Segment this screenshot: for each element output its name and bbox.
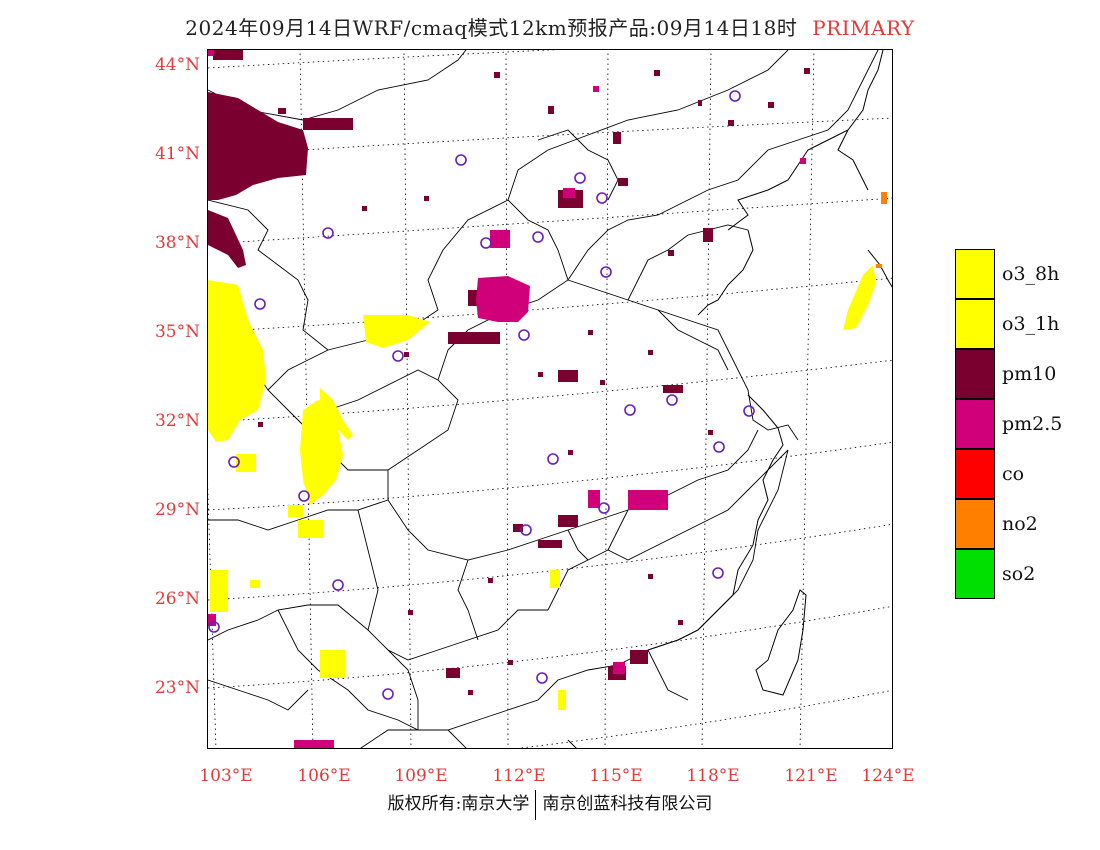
lon-label-103: 103°E — [199, 766, 253, 786]
latitude-gridlines — [208, 50, 892, 748]
o3-regions — [208, 265, 876, 710]
lat-label-26: 26°N — [154, 589, 200, 609]
legend-swatch — [955, 399, 995, 449]
coastline — [567, 50, 892, 748]
legend-swatch — [955, 299, 995, 349]
no2-regions — [876, 192, 887, 268]
map-canvas — [208, 50, 892, 748]
lon-label-109: 109°E — [394, 766, 448, 786]
lat-label-35: 35°N — [154, 322, 200, 342]
lat-label-32: 32°N — [154, 411, 200, 431]
title-text: 2024年09月14日WRF/cmaq模式12km预报产品:09月14日18时 — [185, 16, 798, 40]
lat-label-23: 23°N — [154, 678, 200, 698]
forecast-map — [207, 49, 893, 749]
legend-swatch — [955, 499, 995, 549]
lon-label-124: 124°E — [861, 766, 915, 786]
legend-label: co — [1002, 463, 1025, 485]
map-title: 2024年09月14日WRF/cmaq模式12km预报产品:09月14日18时 … — [0, 12, 1100, 41]
legend-label: pm10 — [1002, 363, 1057, 385]
lat-label-41: 41°N — [154, 144, 200, 164]
legend-label: o3_1h — [1002, 313, 1060, 335]
primary-mode-label: PRIMARY — [812, 16, 915, 40]
scattered-pm25-cells — [208, 50, 806, 748]
lon-label-118: 118°E — [686, 766, 740, 786]
legend-swatch — [955, 249, 995, 299]
province-boundaries — [208, 50, 879, 748]
copyright-company: 南京创蓝科技有限公司 — [542, 794, 713, 814]
lat-label-38: 38°N — [154, 233, 200, 253]
lat-label-44: 44°N — [154, 55, 200, 75]
legend-swatch — [955, 549, 995, 599]
scattered-pm10-cells — [258, 68, 810, 695]
longitude-gridlines — [208, 50, 815, 748]
pm25-regions — [208, 188, 668, 674]
station-markers — [208, 90, 755, 700]
legend-label: no2 — [1002, 513, 1038, 535]
lon-label-112: 112°E — [492, 766, 546, 786]
pm10-regions — [208, 50, 713, 680]
copyright-owner: 版权所有:南京大学 — [387, 794, 530, 814]
footer-divider — [535, 789, 537, 820]
lon-label-121: 121°E — [784, 766, 838, 786]
legend-swatch — [955, 449, 995, 499]
legend-swatch — [955, 349, 995, 399]
lat-label-29: 29°N — [154, 500, 200, 520]
legend-label: so2 — [1002, 563, 1036, 585]
lon-label-115: 115°E — [589, 766, 643, 786]
legend-label: o3_8h — [1002, 263, 1060, 285]
lon-label-106: 106°E — [297, 766, 351, 786]
legend-label: pm2.5 — [1002, 413, 1063, 435]
copyright-footer: 版权所有:南京大学 南京创蓝科技有限公司 — [0, 789, 1100, 820]
